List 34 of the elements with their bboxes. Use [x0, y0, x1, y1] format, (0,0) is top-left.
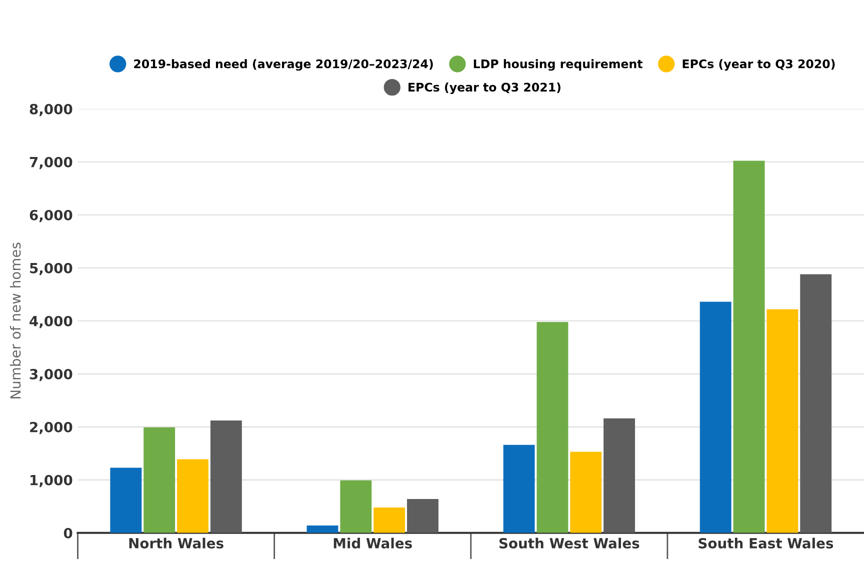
y-tick-label: 0	[64, 528, 72, 538]
bar	[407, 498, 438, 533]
y-axis-title: Number of new homes	[10, 242, 21, 398]
legend-label: 2019-based need (average 2019/20–2023/24)	[134, 59, 433, 71]
bar	[177, 459, 208, 533]
x-tick-label: North Wales	[129, 538, 224, 548]
legend-label: EPCs (year to Q3 2021)	[408, 82, 560, 94]
y-tick-label: 2,000	[30, 422, 72, 434]
y-tick-label: 8,000	[30, 104, 72, 116]
y-tick-label: 4,000	[30, 316, 72, 328]
y-tick-label: 6,000	[30, 210, 72, 222]
y-tick-label: 3,000	[30, 368, 72, 382]
bar	[536, 322, 568, 533]
bar	[503, 444, 535, 533]
bar	[700, 302, 732, 533]
bar	[733, 160, 765, 533]
bar	[374, 507, 406, 533]
x-tick-label: South West Wales	[499, 538, 640, 548]
x-tick-label: South East Wales	[698, 538, 834, 548]
legend-label: EPCs (year to Q3 2020)	[682, 59, 835, 71]
bar	[110, 468, 142, 533]
bar	[340, 480, 372, 533]
legend-label: LDP housing requirement	[474, 59, 642, 71]
y-tick-label: 1,000	[30, 474, 72, 488]
y-tick-label: 7,000	[30, 156, 72, 170]
bar	[144, 427, 176, 533]
bar	[570, 452, 602, 533]
bar	[306, 525, 338, 533]
bar	[210, 420, 242, 533]
y-tick-label: 5,000	[30, 262, 72, 276]
bar	[800, 274, 832, 533]
x-tick-label: Mid Wales	[334, 538, 412, 548]
bar	[604, 418, 636, 533]
bar	[766, 309, 798, 533]
